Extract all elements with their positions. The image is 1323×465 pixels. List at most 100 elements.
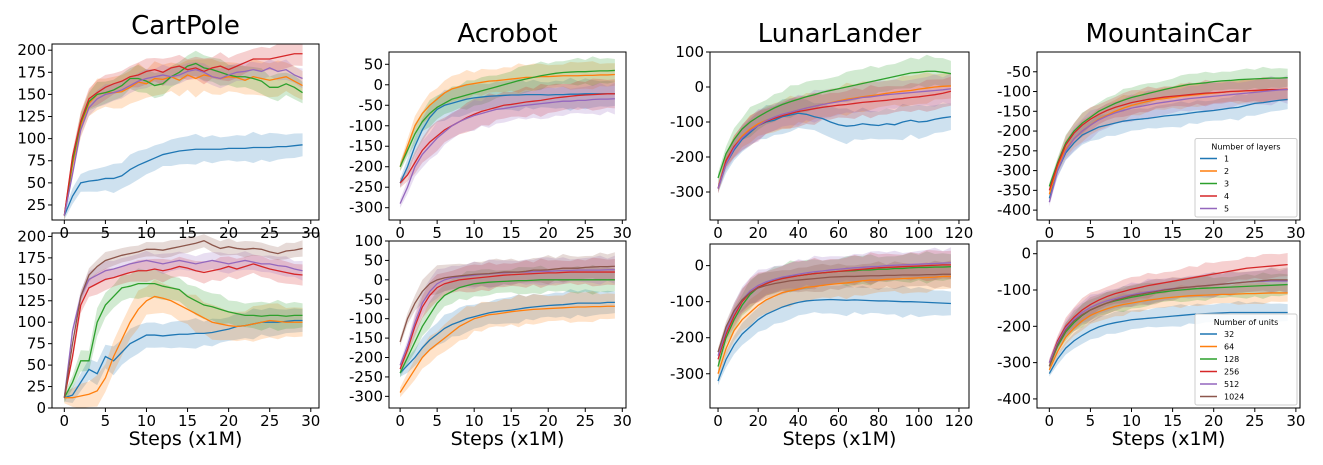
y-tick-label: 0 [36, 399, 46, 417]
y-tick-label: 25 [27, 196, 46, 214]
x-tick-label: 15 [1163, 412, 1182, 430]
y-tick-label: -250 [349, 368, 383, 386]
series-line-5 [1048, 88, 1288, 203]
band-3 [64, 50, 303, 220]
band-256 [1049, 253, 1288, 367]
band-5 [718, 72, 951, 193]
series-line-512 [63, 259, 303, 398]
x-axis-label: Steps (x1M) [1112, 428, 1226, 450]
y-tick-label: -100 [997, 83, 1031, 101]
series-line-1024 [63, 240, 303, 398]
band-5 [400, 82, 615, 208]
band-128 [64, 268, 303, 403]
band-1 [64, 131, 303, 220]
y-tick-label: -350 [997, 181, 1031, 199]
y-tick-label: 25 [27, 378, 46, 396]
x-axis-label: Steps (x1M) [451, 428, 565, 450]
x-tick-label: 60 [829, 412, 848, 430]
band-64 [718, 262, 951, 379]
axes-frame [1036, 51, 1301, 221]
legend-entry-5: 5 [1224, 205, 1229, 214]
band-1 [718, 98, 951, 194]
x-tick-label: 120 [945, 412, 974, 430]
y-tick-label: 100 [17, 313, 46, 331]
y-tick-label: 100 [17, 130, 46, 148]
band-256 [400, 257, 615, 374]
y-tick-label: -100 [670, 113, 704, 131]
series-line-3 [717, 70, 952, 179]
panel-mountaincar-units: 0 5 10 15 20 25 30 -400 -300 -200 -100 0 Steps (x1M)… [997, 240, 1305, 450]
x-tick-label: 0 [713, 224, 723, 242]
x-tick-label: 20 [539, 224, 558, 242]
band-512 [400, 255, 615, 370]
y-tick-label: 175 [17, 63, 46, 81]
x-tick-label: 30 [1286, 412, 1305, 430]
y-tick-label: -50 [1007, 63, 1032, 81]
panel-lunarlander-units: 0 20 40 60 80 100 120 -300 -200 -100 0 Steps (x1M) [670, 243, 974, 450]
series-line-1024 [399, 265, 615, 343]
x-tick-label: 40 [789, 412, 808, 430]
series-line-4 [1048, 88, 1288, 191]
plot-area [717, 247, 951, 386]
y-tick-label: -200 [670, 148, 704, 166]
legend-entry-2: 2 [1224, 167, 1229, 176]
y-tick-label: 50 [27, 174, 46, 192]
y-tick-label: -100 [349, 310, 383, 328]
y-tick-label: 200 [17, 41, 46, 59]
series-line-32 [717, 298, 951, 382]
y-tick-label: -250 [997, 142, 1031, 160]
y-tick-label: -200 [997, 317, 1031, 335]
series-line-3 [399, 69, 615, 167]
y-tick-label: 0 [694, 78, 704, 96]
y-tick-label: 150 [17, 270, 46, 288]
band-2 [64, 58, 303, 220]
panel-acrobot-units: 0 5 10 15 20 25 30-300-250-200-150-100-5005010… [349, 232, 632, 450]
y-tick-label: 200 [17, 227, 46, 245]
x-tick-label: 15 [502, 412, 521, 430]
band-64 [64, 279, 303, 408]
legend-title: Number of layers [1211, 143, 1280, 152]
band-1 [1049, 89, 1288, 202]
series-line-64 [1048, 292, 1288, 371]
x-tick-label: 10 [137, 412, 156, 430]
band-1024 [400, 252, 615, 347]
y-tick-label: -300 [349, 387, 383, 405]
y-tick-label: -200 [997, 122, 1031, 140]
x-tick-label: 30 [613, 224, 632, 242]
x-tick-label: 0 [60, 412, 70, 430]
x-tick-label: 0 [395, 224, 405, 242]
series-line-256 [399, 271, 615, 370]
series-line-4 [63, 53, 303, 216]
plot-area [63, 44, 303, 220]
y-tick-label: -300 [670, 183, 704, 201]
y-tick-label: 125 [17, 292, 46, 310]
band-4 [400, 78, 615, 188]
y-tick-label: -200 [349, 349, 383, 367]
band-2 [1049, 77, 1288, 199]
series-line-5 [399, 98, 615, 204]
y-tick-label: -300 [997, 162, 1031, 180]
series-line-5 [63, 67, 303, 216]
legend: Number of layers 1 2 3 4 5 [1194, 138, 1298, 218]
series-line-1024 [1048, 279, 1288, 367]
axes-frame [1036, 240, 1301, 409]
x-tick-label: 0 [1045, 412, 1055, 430]
x-tick-label: 100 [904, 224, 933, 242]
x-tick-label: 25 [260, 412, 279, 430]
y-tick-label: 175 [17, 249, 46, 267]
series-line-256 [1048, 263, 1288, 363]
y-tick-label: 150 [17, 85, 46, 103]
series-line-1024 [717, 273, 951, 353]
series-line-64 [717, 275, 951, 374]
series-line-128 [63, 282, 303, 399]
x-tick-label: 20 [219, 412, 238, 430]
y-tick-label: -100 [997, 281, 1031, 299]
legend-entry-32: 32 [1224, 330, 1234, 339]
band-3 [718, 54, 951, 184]
panel-title: MountainCar [1086, 19, 1252, 49]
legend-entry-64: 64 [1224, 343, 1234, 352]
x-tick-label: 5 [432, 412, 442, 430]
series-line-3 [63, 62, 303, 216]
x-tick-label: 10 [465, 412, 484, 430]
x-tick-label: 80 [869, 224, 888, 242]
